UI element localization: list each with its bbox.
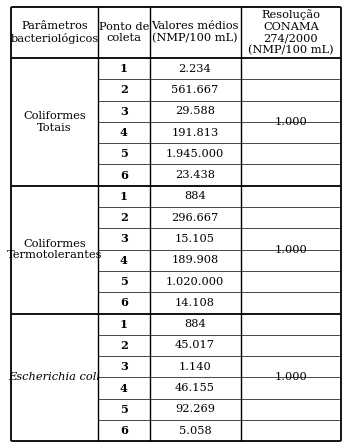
- Text: Coliformes
Termotolerantes: Coliformes Termotolerantes: [7, 239, 102, 260]
- Text: 6: 6: [120, 170, 128, 181]
- Text: 5: 5: [120, 404, 128, 415]
- Text: 4: 4: [120, 255, 128, 266]
- Text: Resolução
CONAMA
274/2000
(NMP/100 mL): Resolução CONAMA 274/2000 (NMP/100 mL): [248, 9, 334, 56]
- Text: 23.438: 23.438: [175, 170, 215, 180]
- Text: 4: 4: [120, 383, 128, 393]
- Text: Coliformes
Totais: Coliformes Totais: [23, 111, 86, 133]
- Text: 2: 2: [120, 84, 128, 95]
- Text: 3: 3: [120, 233, 128, 245]
- Text: 46.155: 46.155: [175, 383, 215, 393]
- Text: 2.234: 2.234: [179, 64, 212, 73]
- Text: 3: 3: [120, 361, 128, 372]
- Text: 5: 5: [120, 276, 128, 287]
- Text: 1: 1: [120, 63, 128, 74]
- Text: 45.017: 45.017: [175, 340, 215, 350]
- Text: 884: 884: [184, 319, 206, 329]
- Text: 92.269: 92.269: [175, 405, 215, 414]
- Text: 29.588: 29.588: [175, 106, 215, 116]
- Text: 191.813: 191.813: [171, 128, 219, 138]
- Text: Valores médios
(NMP/100 mL): Valores médios (NMP/100 mL): [151, 22, 239, 43]
- Text: 1: 1: [120, 191, 128, 202]
- Text: 1.020.000: 1.020.000: [166, 276, 224, 287]
- Text: 1.000: 1.000: [275, 245, 307, 254]
- Text: 2: 2: [120, 340, 128, 351]
- Text: 6: 6: [120, 425, 128, 436]
- Text: 6: 6: [120, 297, 128, 308]
- Text: 1: 1: [120, 319, 128, 330]
- Text: Parâmetros
bacteriológicos: Parâmetros bacteriológicos: [10, 21, 99, 44]
- Text: 296.667: 296.667: [171, 213, 219, 223]
- Text: 3: 3: [120, 106, 128, 117]
- Text: 15.105: 15.105: [175, 234, 215, 244]
- Text: 1.945.000: 1.945.000: [166, 149, 224, 159]
- Text: 1.000: 1.000: [275, 117, 307, 127]
- Text: 2: 2: [120, 212, 128, 223]
- Text: 5.058: 5.058: [179, 426, 212, 435]
- Text: Escherichia coli: Escherichia coli: [8, 372, 100, 383]
- Text: 189.908: 189.908: [171, 255, 219, 265]
- Text: 1.000: 1.000: [275, 372, 307, 383]
- Text: Ponto de
coleta: Ponto de coleta: [99, 22, 149, 43]
- Text: 5: 5: [120, 148, 128, 159]
- Text: 14.108: 14.108: [175, 298, 215, 308]
- Text: 884: 884: [184, 191, 206, 202]
- Text: 1.140: 1.140: [179, 362, 212, 372]
- Text: 4: 4: [120, 127, 128, 138]
- Text: 561.667: 561.667: [171, 85, 219, 95]
